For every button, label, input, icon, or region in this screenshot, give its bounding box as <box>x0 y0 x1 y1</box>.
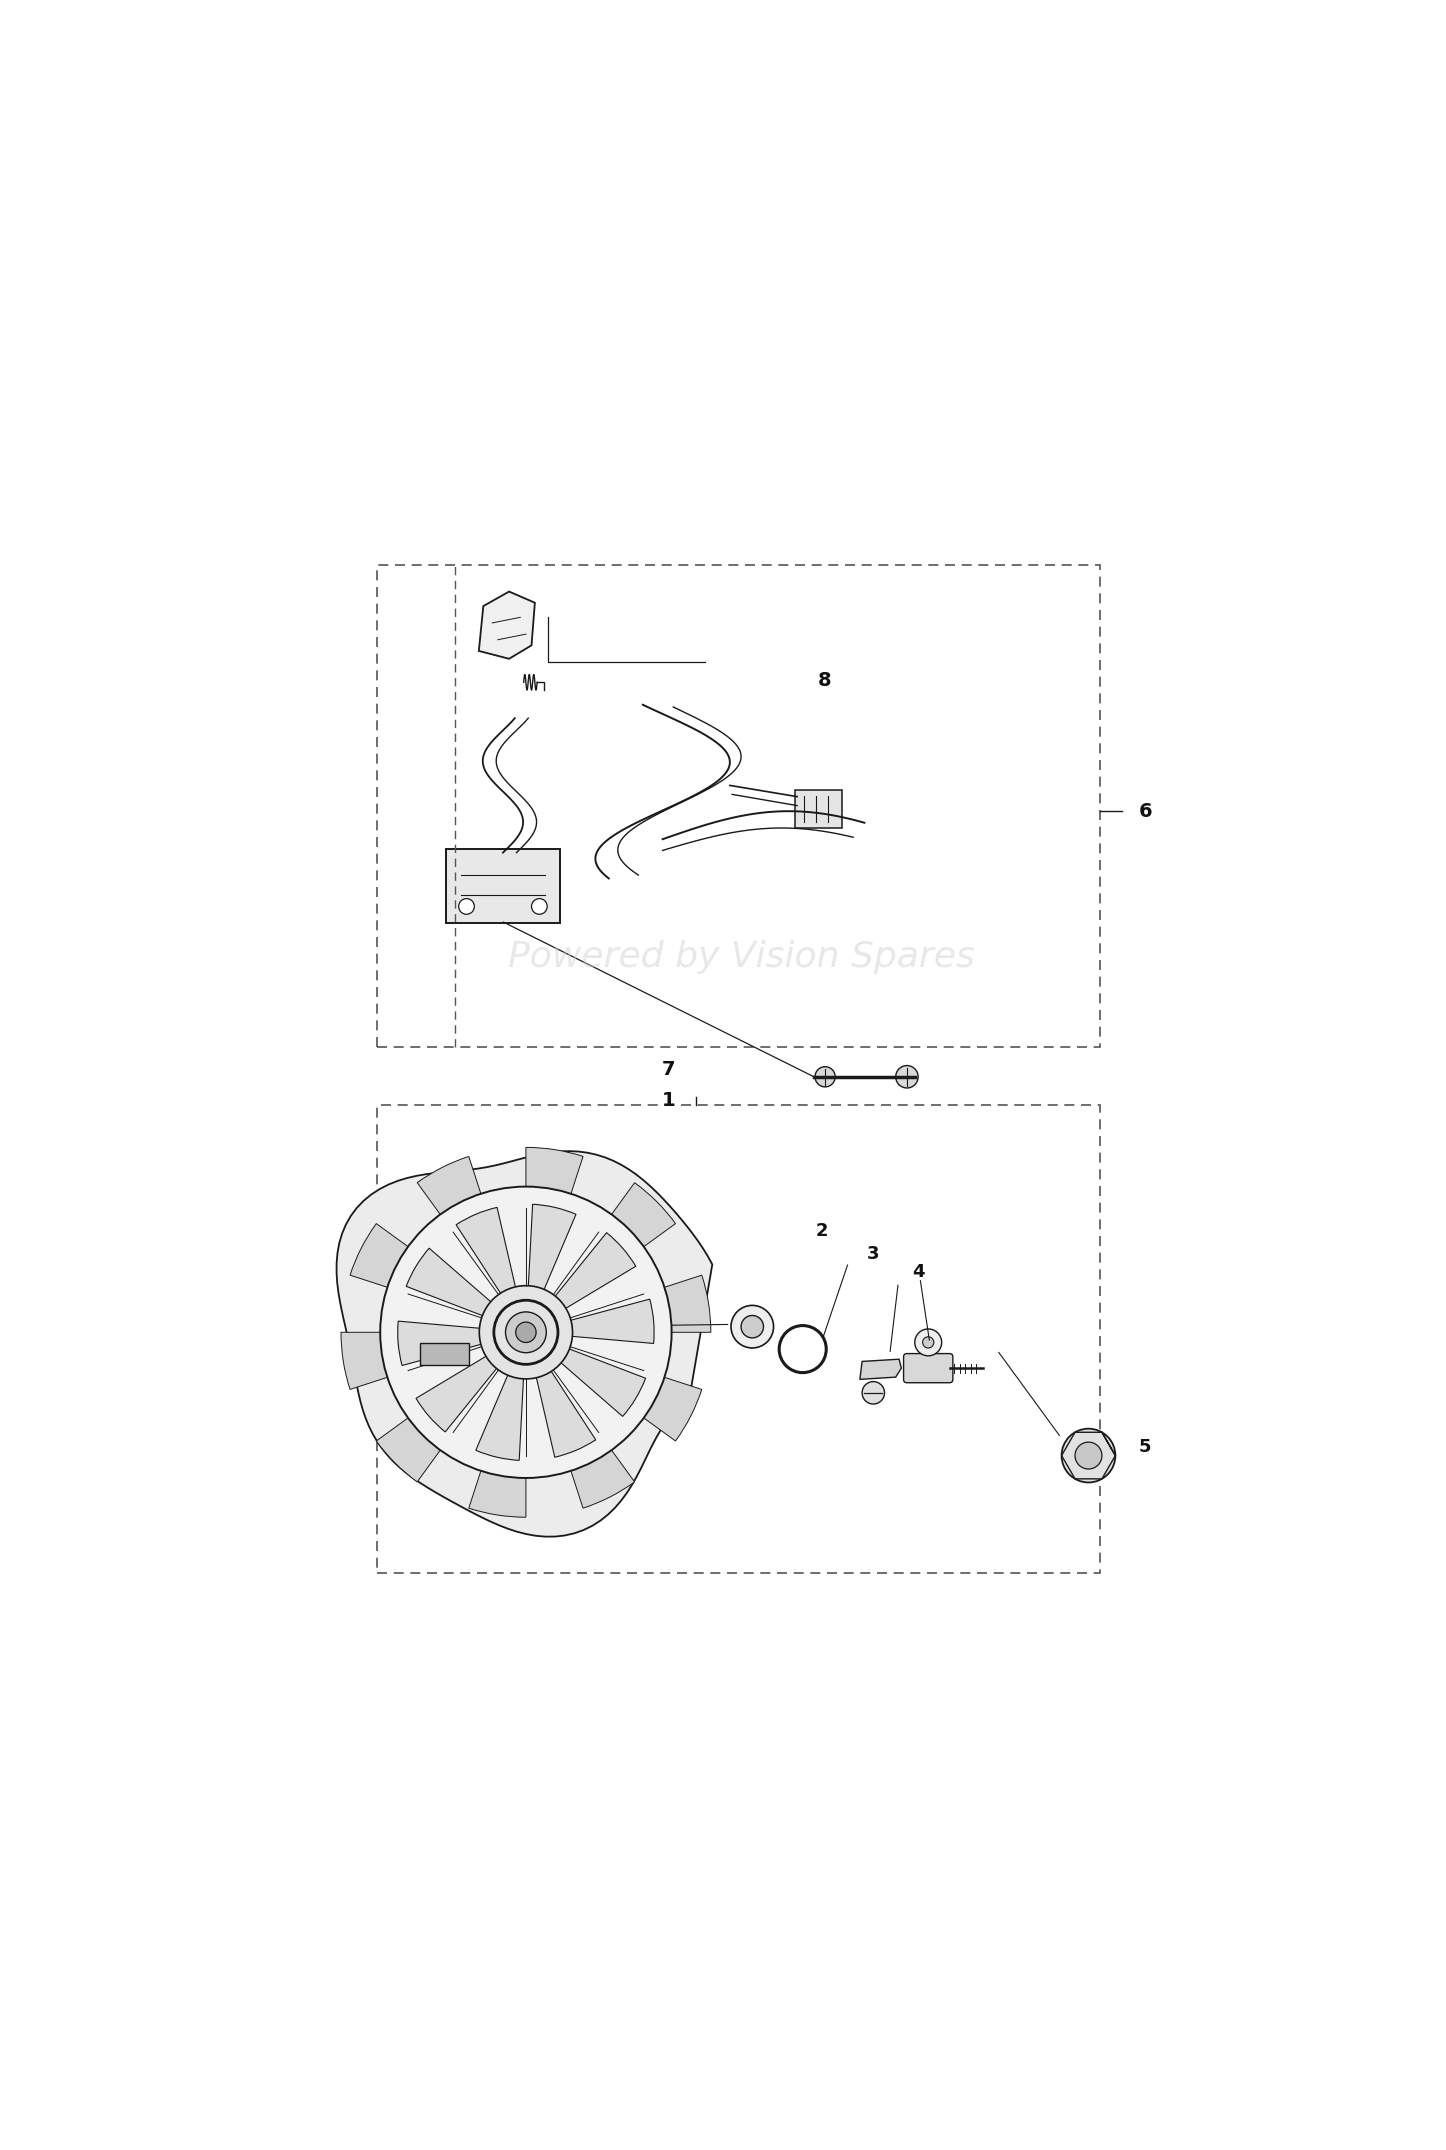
Wedge shape <box>526 1232 636 1333</box>
Text: 1: 1 <box>661 1092 675 1109</box>
Wedge shape <box>526 1333 635 1507</box>
Wedge shape <box>416 1333 526 1432</box>
Text: 2: 2 <box>816 1223 829 1241</box>
Wedge shape <box>526 1182 675 1333</box>
Wedge shape <box>526 1148 583 1333</box>
FancyBboxPatch shape <box>904 1354 953 1382</box>
Circle shape <box>532 899 547 914</box>
Text: 6: 6 <box>1139 802 1152 821</box>
Wedge shape <box>526 1204 576 1333</box>
Circle shape <box>923 1337 934 1348</box>
Wedge shape <box>350 1223 526 1333</box>
Circle shape <box>862 1382 885 1404</box>
Circle shape <box>1061 1428 1115 1484</box>
Wedge shape <box>455 1208 526 1333</box>
FancyBboxPatch shape <box>447 849 560 922</box>
Circle shape <box>506 1312 547 1352</box>
Wedge shape <box>526 1299 654 1344</box>
Text: 7: 7 <box>661 1060 675 1079</box>
Circle shape <box>479 1286 573 1378</box>
Circle shape <box>458 899 474 914</box>
Circle shape <box>816 1066 836 1088</box>
Polygon shape <box>479 591 535 658</box>
Polygon shape <box>860 1359 901 1380</box>
Wedge shape <box>526 1333 701 1440</box>
Wedge shape <box>376 1333 526 1481</box>
Text: Powered by Vision Spares: Powered by Vision Spares <box>508 940 975 974</box>
Wedge shape <box>476 1333 526 1460</box>
Bar <box>377 565 1100 1047</box>
Wedge shape <box>526 1275 711 1333</box>
Text: 3: 3 <box>868 1245 879 1262</box>
Wedge shape <box>526 1333 645 1417</box>
Polygon shape <box>419 1344 469 1365</box>
Wedge shape <box>418 1157 526 1333</box>
Text: 5: 5 <box>1139 1438 1151 1456</box>
FancyBboxPatch shape <box>795 789 842 828</box>
Polygon shape <box>337 1150 713 1537</box>
Circle shape <box>516 1322 536 1342</box>
Wedge shape <box>341 1333 526 1389</box>
Text: 4: 4 <box>912 1262 924 1281</box>
Bar <box>377 1105 1100 1574</box>
Wedge shape <box>526 1333 596 1458</box>
Circle shape <box>742 1316 763 1337</box>
Text: 8: 8 <box>817 671 831 690</box>
Wedge shape <box>398 1320 526 1365</box>
Circle shape <box>915 1329 941 1357</box>
Circle shape <box>380 1187 671 1477</box>
Wedge shape <box>406 1249 526 1333</box>
Circle shape <box>895 1066 918 1088</box>
Circle shape <box>732 1305 774 1348</box>
Circle shape <box>1074 1443 1102 1468</box>
Wedge shape <box>469 1333 526 1518</box>
